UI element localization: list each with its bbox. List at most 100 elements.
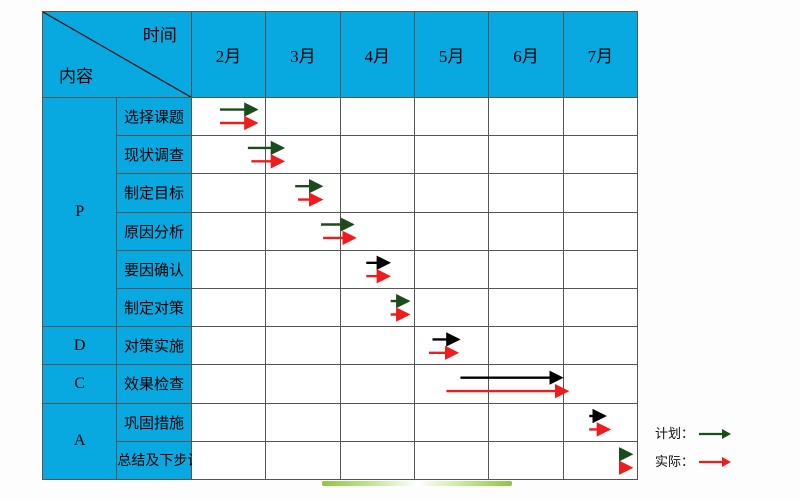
gantt-schedule-table: 时间 内容 2月 3月 4月 5月 6月 7月 P 选择课题 [41,11,639,481]
slot-9-7 [562,440,639,481]
task-cell-4: 要因确认 [116,249,192,289]
slot-6-4 [339,326,415,366]
slot-0-2 [190,96,267,137]
month-header-4: 4月 [339,11,415,98]
slot-6-7 [562,326,639,366]
corner-header-cell: 时间 内容 [42,11,192,98]
slot-7-3 [265,364,341,404]
slot-6-5 [413,326,490,366]
slot-7-2 [190,364,267,404]
slot-0-3 [265,96,341,137]
slot-1-6 [488,135,564,175]
slot-2-2 [190,173,267,213]
table-body: P 选择课题 现状调查 制定目标 [41,96,639,481]
task-cell-3: 原因分析 [116,211,192,251]
task-cell-0: 选择课题 [116,96,192,137]
arrow-right-icon [699,457,732,467]
slot-9-6 [488,440,564,481]
task-cell-1: 现状调查 [116,135,192,175]
table-row: C 效果检查 [41,364,639,404]
slot-9-5 [413,440,490,481]
slot-1-5 [413,135,490,175]
legend-plan-label: 计划： [655,426,695,441]
month-header-5: 5月 [413,11,490,98]
task-cell-9: 总结及下步计划 [116,440,215,481]
table-row: P 选择课题 [41,96,639,328]
task-cell-8: 巩固措施 [116,402,192,442]
slot-6-6 [488,326,564,366]
legend-item-actual: 实际： [655,448,732,476]
slot-5-5 [413,287,490,328]
slot-0-7 [562,96,639,137]
task-cell-5: 制定对策 [116,287,192,328]
slot-3-7 [562,211,639,251]
slot-9-3 [265,440,341,481]
slot-8-3 [265,402,341,442]
slot-9-4 [339,440,415,481]
slot-9-2 [190,440,267,481]
table-row: A 巩固措施 [41,402,639,480]
task-cell-7: 效果检查 [116,364,192,404]
slot-8-7 [562,402,639,442]
slot-0-4 [339,96,415,137]
slot-5-4 [339,287,415,328]
phase-cell-c: C [41,364,118,404]
slot-7-6 [488,364,564,404]
arrow-right-icon [699,429,732,439]
month-header-7: 7月 [562,11,639,98]
task-cell-2: 制定目标 [116,173,192,213]
slot-7-4 [339,364,415,404]
slot-6-2 [190,326,267,366]
slot-1-4 [339,135,415,175]
month-header-6: 6月 [488,11,564,98]
slot-0-5 [413,96,490,137]
slot-2-6 [488,173,564,213]
slot-4-2 [190,249,267,289]
slot-4-3 [265,249,341,289]
slot-3-2 [190,211,267,251]
header-time-label: 时间 [142,26,177,45]
month-header-3: 3月 [265,11,341,98]
table-row: 要因确认 [43,249,639,289]
slot-7-7 [562,364,639,404]
table-row: 制定对策 [43,287,639,328]
table-row: 制定目标 [43,173,639,213]
phase-cell-p: P [41,96,118,328]
slot-4-7 [562,249,639,289]
slot-8-4 [339,402,415,442]
slot-5-3 [265,287,341,328]
slot-6-3 [265,326,341,366]
slot-8-5 [413,402,490,442]
slot-3-4 [339,211,415,251]
task-cell-6: 对策实施 [116,326,192,366]
slot-3-3 [265,211,341,251]
slot-7-5 [413,364,490,404]
slot-1-3 [265,135,341,175]
accent-bar [322,481,512,486]
slot-1-7 [562,135,639,175]
slot-2-7 [562,173,639,213]
header-row: 时间 内容 2月 3月 4月 5月 6月 7月 [42,11,639,98]
header-content-label: 内容 [59,67,93,86]
table-header: 时间 内容 2月 3月 4月 5月 6月 7月 [42,11,639,98]
legend: 计划： 实际： [655,420,732,476]
slot-2-4 [339,173,415,213]
phase-cell-a: A [41,402,118,480]
slot-2-5 [413,173,490,213]
slot-0-6 [488,96,564,137]
legend-actual-label: 实际： [655,454,695,469]
slot-3-6 [488,211,564,251]
slot-1-2 [190,135,267,175]
slot-4-4 [339,249,415,289]
slot-4-6 [488,249,564,289]
slot-5-7 [562,287,639,328]
legend-item-plan: 计划： [655,420,732,448]
slot-4-5 [413,249,490,289]
slot-8-2 [190,402,267,442]
table-row: 现状调查 [43,135,639,175]
table-row: 原因分析 [43,211,639,251]
table-row: 总结及下步计划 [43,440,639,481]
slot-5-6 [488,287,564,328]
month-header-2: 2月 [190,11,267,98]
